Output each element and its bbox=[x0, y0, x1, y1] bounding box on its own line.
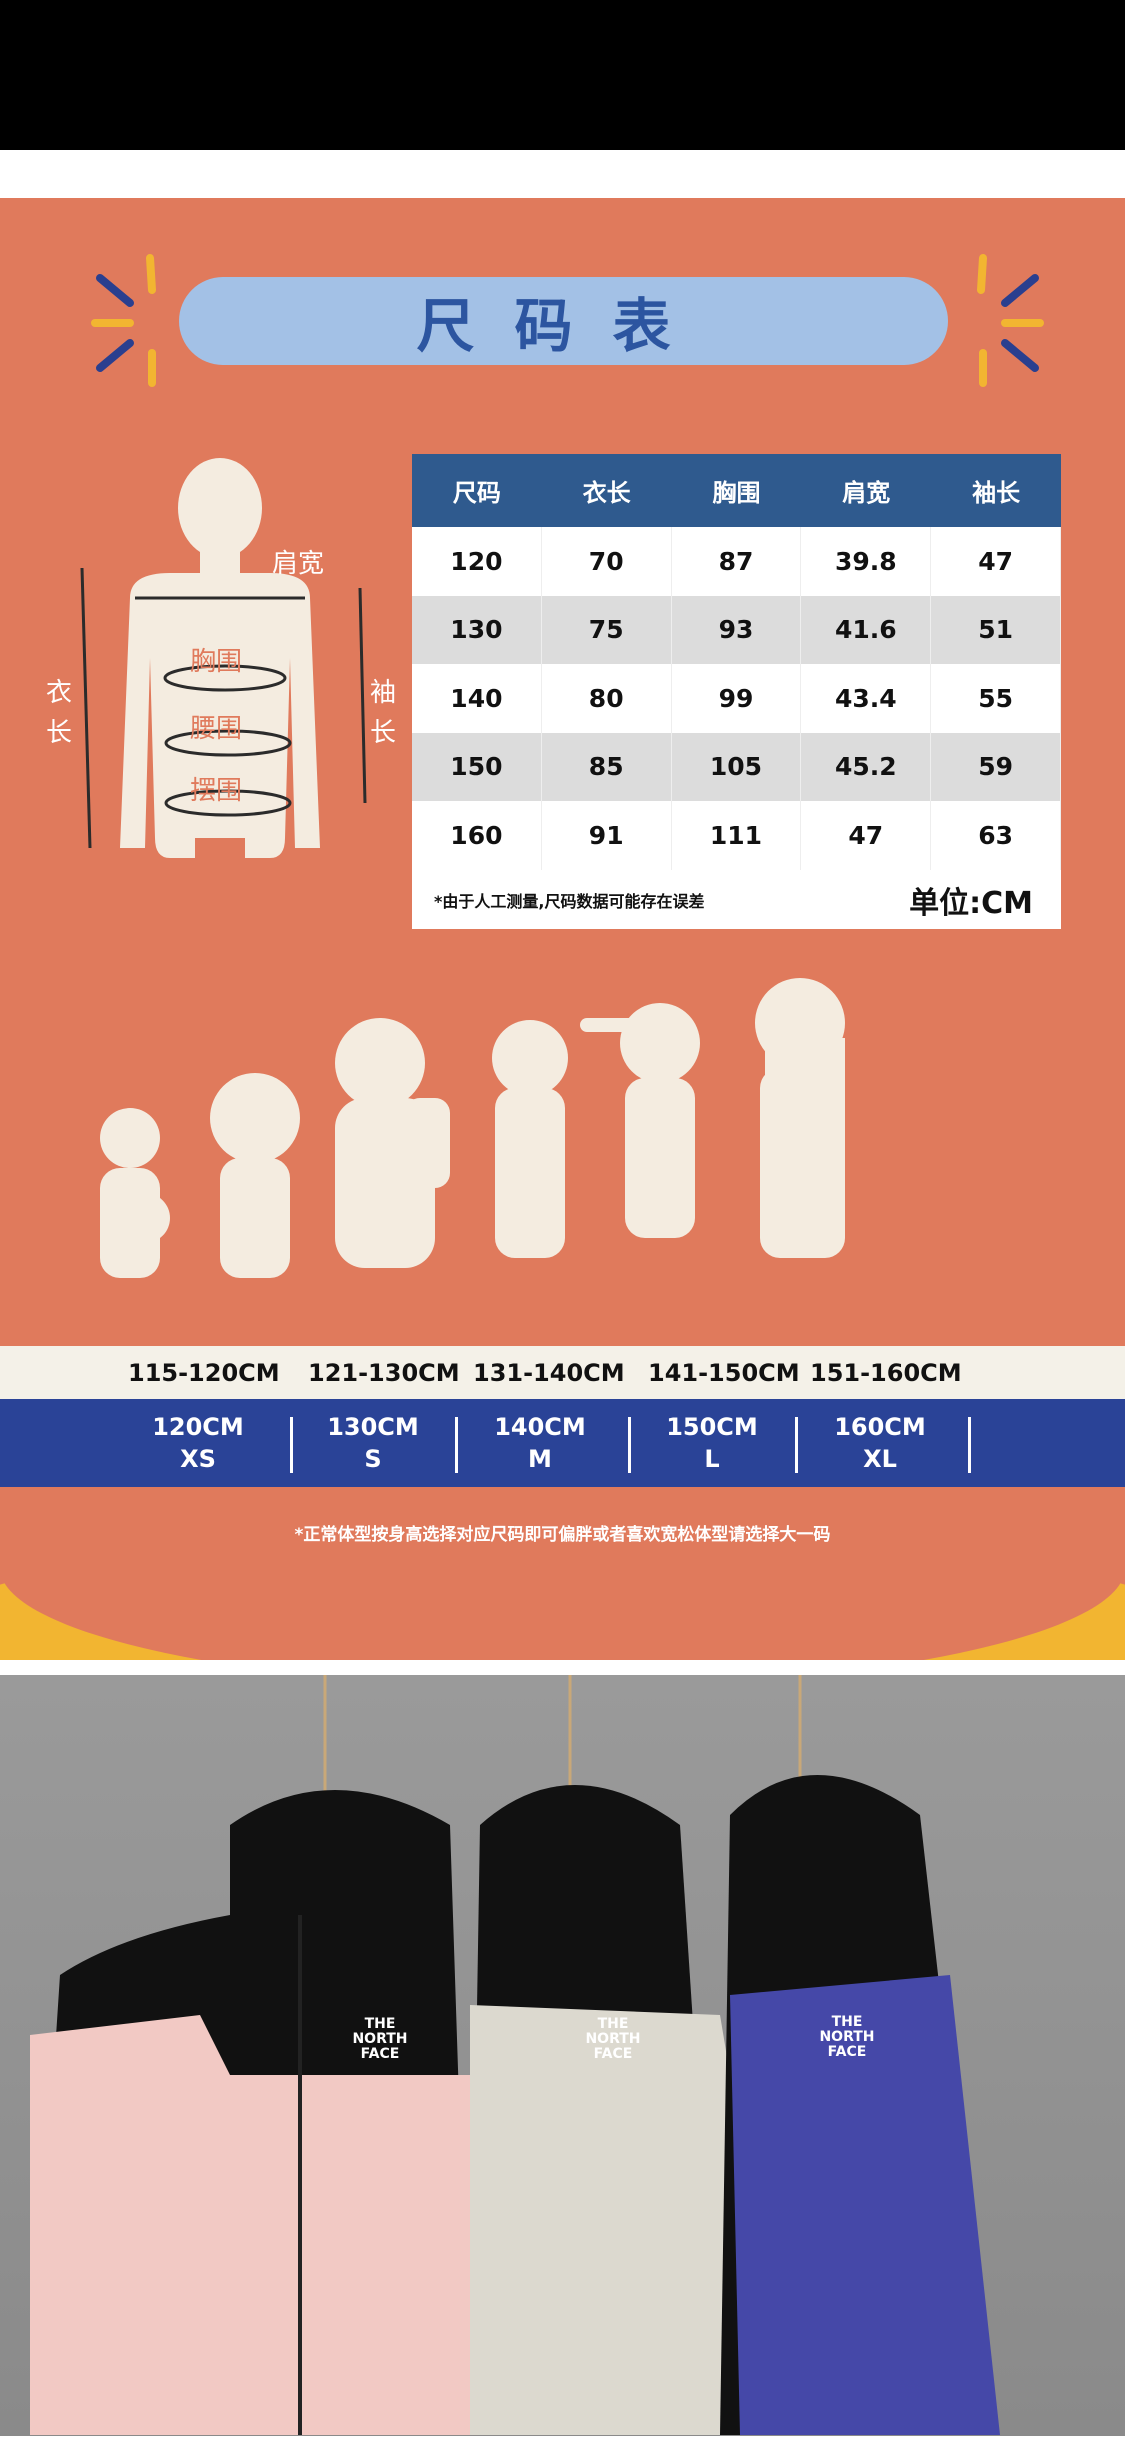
size-label: L bbox=[704, 1445, 720, 1473]
height-range: 131-140CM bbox=[473, 1358, 625, 1387]
height-range: 141-150CM bbox=[648, 1358, 800, 1387]
sparkle-icon-left bbox=[91, 254, 156, 387]
table-cell: 51 bbox=[931, 595, 1061, 664]
divider bbox=[290, 1417, 293, 1473]
label-waist: 腰围 bbox=[190, 714, 243, 744]
table-cell: 130 bbox=[412, 595, 542, 664]
table-cell: 91 bbox=[542, 801, 672, 870]
table-cell: 75 bbox=[542, 595, 672, 664]
product-photo: THE NORTH FACE THE NORTH FACE THE NORTH … bbox=[0, 1675, 1125, 2436]
table-cell: 99 bbox=[672, 664, 802, 733]
kids-silhouettes bbox=[100, 978, 845, 1278]
table-row: 130 75 93 41.6 51 bbox=[412, 595, 1061, 664]
measure-arrows bbox=[80, 568, 367, 849]
size-label: XL bbox=[863, 1445, 897, 1473]
sizing-note: *正常体型按身高选择对应尺码即可偏胖或者喜欢宽松体型请选择大一码 bbox=[294, 1525, 831, 1545]
size-cm: 130CM bbox=[327, 1413, 419, 1441]
table-cell: 47 bbox=[931, 527, 1061, 596]
sparkle-icon-right bbox=[977, 254, 1044, 387]
table-cell: 85 bbox=[542, 732, 672, 801]
table-cell: 43.4 bbox=[801, 664, 932, 733]
size-item: 140CM M bbox=[475, 1411, 605, 1475]
table-cell: 41.6 bbox=[801, 595, 932, 664]
size-item: 150CM L bbox=[647, 1411, 777, 1475]
table-row: 160 91 111 47 63 bbox=[412, 801, 1061, 870]
top-bar bbox=[0, 0, 1125, 150]
divider bbox=[455, 1417, 458, 1473]
page-title: 尺码表 bbox=[179, 277, 948, 365]
table-cell: 120 bbox=[412, 527, 542, 596]
measurement-note: *由于人工测量,尺码数据可能存在误差 bbox=[434, 891, 705, 911]
size-label: M bbox=[528, 1445, 552, 1473]
height-ranges: 115-120CM 121-130CM 131-140CM 141-150CM … bbox=[0, 1346, 1125, 1399]
table-cell: 160 bbox=[412, 801, 542, 870]
table-cell: 39.8 bbox=[801, 527, 932, 596]
table-cell: 111 bbox=[672, 801, 802, 870]
divider bbox=[628, 1417, 631, 1473]
size-cm: 150CM bbox=[666, 1413, 758, 1441]
size-cm: 120CM bbox=[152, 1413, 244, 1441]
table-header: 尺码 衣长 胸围 肩宽 袖长 bbox=[412, 454, 1061, 527]
size-item: 160CM XL bbox=[815, 1411, 945, 1475]
table-cell: 47 bbox=[801, 801, 932, 870]
table-row: 120 70 87 39.8 47 bbox=[412, 527, 1061, 596]
table-cell: 105 bbox=[672, 732, 802, 801]
height-range: 121-130CM bbox=[308, 1358, 460, 1387]
size-chart: 尺码表 肩宽 衣长 袖长 胸围 腰围 摆围 尺码 衣长 胸围 肩宽 袖长 120 bbox=[0, 198, 1125, 1660]
table-row: 150 85 105 45.2 59 bbox=[412, 732, 1061, 801]
header-cell: 肩宽 bbox=[842, 479, 891, 507]
size-band: 120CM XS 130CM S 140CM M 150CM L 160CM XL bbox=[0, 1399, 1125, 1487]
size-item: 120CM XS bbox=[133, 1411, 263, 1475]
label-sleeve: 袖长 bbox=[369, 678, 396, 748]
size-cm: 140CM bbox=[494, 1413, 586, 1441]
label-shoulder: 肩宽 bbox=[272, 549, 325, 579]
table-cell: 93 bbox=[672, 595, 802, 664]
header-cell: 胸围 bbox=[712, 479, 761, 507]
table-row: 140 80 99 43.4 55 bbox=[412, 664, 1061, 733]
table-cell: 59 bbox=[931, 732, 1061, 801]
size-table: 尺码 衣长 胸围 肩宽 袖长 120 70 87 39.8 47 130 75 93 41.6 5… bbox=[412, 454, 1061, 929]
label-hem: 摆围 bbox=[190, 776, 243, 806]
orange-curve bbox=[0, 1488, 1125, 1660]
table-footer: *由于人工测量,尺码数据可能存在误差 单位:CM bbox=[412, 870, 1061, 930]
height-range: 151-160CM bbox=[810, 1358, 962, 1387]
jackets-image bbox=[30, 1675, 1000, 2435]
brand-logo: THE NORTH FACE bbox=[819, 2014, 875, 2060]
table-cell: 55 bbox=[931, 664, 1061, 733]
table-cell: 45.2 bbox=[801, 732, 932, 801]
size-item: 130CM S bbox=[308, 1411, 438, 1475]
divider bbox=[795, 1417, 798, 1473]
size-cm: 160CM bbox=[834, 1413, 926, 1441]
table-cell: 70 bbox=[542, 527, 672, 596]
brand-logo: THE NORTH FACE bbox=[352, 2016, 408, 2062]
body-figure bbox=[120, 458, 320, 858]
table-cell: 63 bbox=[931, 801, 1061, 870]
size-label: XS bbox=[180, 1445, 216, 1473]
unit-label: 单位:CM bbox=[909, 885, 1033, 921]
label-length: 衣长 bbox=[45, 678, 72, 748]
table-cell: 80 bbox=[542, 664, 672, 733]
height-range: 115-120CM bbox=[128, 1358, 280, 1387]
table-cell: 87 bbox=[672, 527, 802, 596]
brand-logo: THE NORTH FACE bbox=[585, 2016, 641, 2062]
header-cell: 袖长 bbox=[972, 479, 1021, 507]
table-cell: 140 bbox=[412, 664, 542, 733]
header-cell: 衣长 bbox=[582, 479, 631, 507]
divider bbox=[968, 1417, 971, 1473]
label-chest: 胸围 bbox=[190, 647, 243, 677]
table-cell: 150 bbox=[412, 732, 542, 801]
size-label: S bbox=[364, 1445, 382, 1473]
header-cell: 尺码 bbox=[452, 479, 501, 507]
